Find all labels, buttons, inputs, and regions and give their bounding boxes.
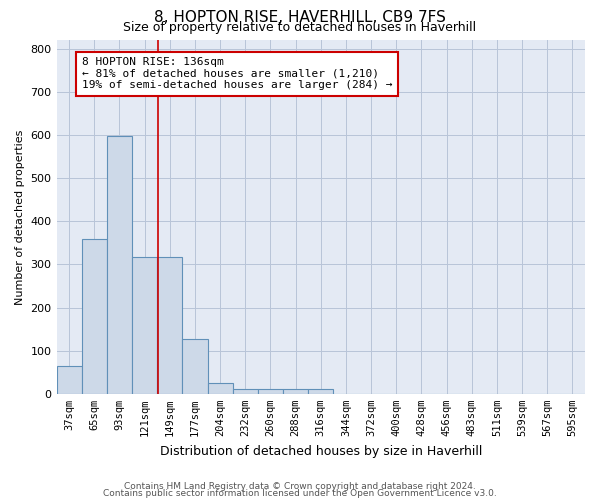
Bar <box>283 390 308 394</box>
Bar <box>182 338 208 394</box>
Bar <box>132 257 157 394</box>
Y-axis label: Number of detached properties: Number of detached properties <box>15 129 25 304</box>
Bar <box>258 390 283 394</box>
Text: Contains HM Land Registry data © Crown copyright and database right 2024.: Contains HM Land Registry data © Crown c… <box>124 482 476 491</box>
Bar <box>233 390 258 394</box>
X-axis label: Distribution of detached houses by size in Haverhill: Distribution of detached houses by size … <box>160 444 482 458</box>
Text: Size of property relative to detached houses in Haverhill: Size of property relative to detached ho… <box>124 21 476 34</box>
Text: 8, HOPTON RISE, HAVERHILL, CB9 7FS: 8, HOPTON RISE, HAVERHILL, CB9 7FS <box>154 10 446 25</box>
Bar <box>208 383 233 394</box>
Bar <box>56 366 82 394</box>
Bar <box>157 257 182 394</box>
Text: 8 HOPTON RISE: 136sqm
← 81% of detached houses are smaller (1,210)
19% of semi-d: 8 HOPTON RISE: 136sqm ← 81% of detached … <box>82 58 392 90</box>
Bar <box>107 136 132 394</box>
Bar <box>308 390 334 394</box>
Text: Contains public sector information licensed under the Open Government Licence v3: Contains public sector information licen… <box>103 488 497 498</box>
Bar <box>82 240 107 394</box>
